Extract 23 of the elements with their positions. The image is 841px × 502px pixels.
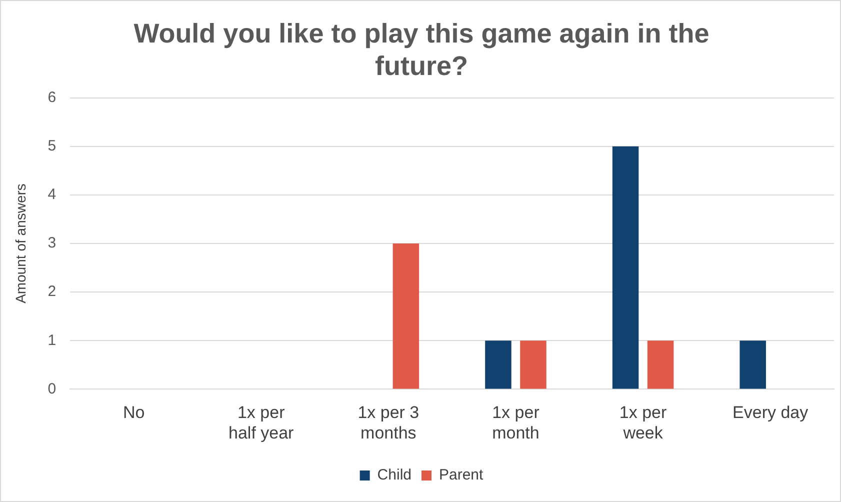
x-tick-label: Every day bbox=[732, 403, 809, 422]
x-tick-label: 1x per half year bbox=[228, 403, 294, 442]
x-tick-label: No bbox=[122, 403, 145, 422]
x-tick-label: 1x per week bbox=[619, 403, 667, 442]
y-tick-label: 0 bbox=[48, 380, 56, 398]
bar bbox=[647, 340, 674, 389]
x-tick-label: 1x per 3 months bbox=[358, 403, 420, 442]
chart-title: Would you like to play this game again in the future? bbox=[134, 18, 710, 82]
y-tick-label: 1 bbox=[48, 332, 56, 349]
y-tick-label: 3 bbox=[48, 234, 56, 252]
y-tick-label: 4 bbox=[48, 186, 56, 204]
y-tick-label: 6 bbox=[48, 88, 56, 106]
bar bbox=[485, 340, 512, 389]
y-axis-title: Amount of answers bbox=[12, 184, 28, 304]
bar bbox=[612, 146, 639, 389]
legend-label: Child bbox=[377, 466, 412, 484]
legend-label: Parent bbox=[438, 466, 484, 484]
y-tick-label: 2 bbox=[48, 283, 56, 300]
x-tick-label: 1x per month bbox=[492, 403, 540, 442]
bar bbox=[392, 244, 420, 389]
bar bbox=[520, 340, 546, 389]
y-tick-label: 5 bbox=[48, 138, 56, 155]
bar bbox=[740, 340, 766, 389]
